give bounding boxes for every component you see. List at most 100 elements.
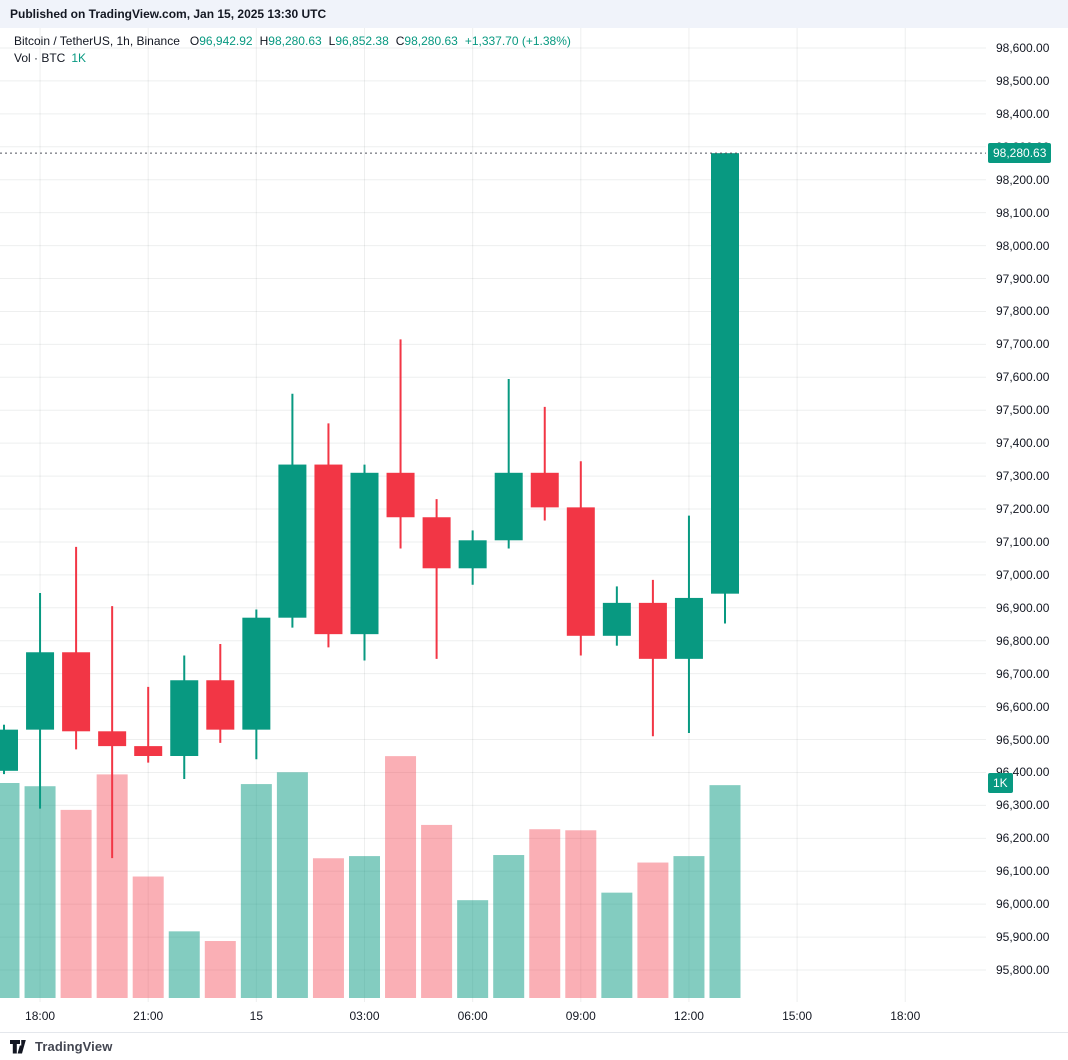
candle-body xyxy=(602,602,631,636)
symbol-title: Bitcoin / TetherUS, 1h, Binance xyxy=(14,34,180,48)
price-tick-label: 98,000.00 xyxy=(996,238,1050,253)
price-tick-label: 97,500.00 xyxy=(996,403,1050,418)
time-tick-label: 12:00 xyxy=(673,1009,704,1023)
price-tick-label: 98,400.00 xyxy=(996,106,1050,121)
price-tick-label: 97,600.00 xyxy=(996,370,1050,385)
volume-bar xyxy=(240,784,272,998)
time-tick-label: 03:00 xyxy=(349,1009,380,1023)
close-label: C xyxy=(395,34,405,48)
candle-body xyxy=(494,472,523,541)
volume-bar xyxy=(601,892,633,998)
price-tick-label: 97,200.00 xyxy=(996,502,1050,517)
price-axis[interactable]: 98,280.63 1K 98,600.00 98,500.00 98,400.00… xyxy=(986,28,1068,1002)
candle-body xyxy=(314,464,343,635)
volume-bar xyxy=(312,858,344,998)
high-label: H xyxy=(259,34,269,48)
low-label: L xyxy=(328,34,336,48)
price-tick-label: 96,100.00 xyxy=(996,864,1050,879)
chart-area[interactable] xyxy=(0,28,986,1002)
time-tick-label: 15 xyxy=(249,1009,264,1023)
tradingview-logo[interactable]: TradingView xyxy=(10,1039,112,1054)
price-tick-label: 96,500.00 xyxy=(996,732,1050,747)
price-tick-label: 96,300.00 xyxy=(996,798,1050,813)
candle-body xyxy=(422,517,451,569)
volume-bar xyxy=(529,829,561,998)
candle-body xyxy=(566,507,595,636)
candle-body xyxy=(674,597,703,659)
last-price-chip: 98,280.63 xyxy=(988,143,1052,164)
volume-bar xyxy=(24,786,56,998)
legend-symbol-row: Bitcoin / TetherUS, 1h, Binance O96,942.9… xyxy=(14,33,571,50)
chart-legend: Bitcoin / TetherUS, 1h, Binance O96,942.9… xyxy=(14,33,571,67)
volume-bar xyxy=(60,809,92,998)
price-tick-label: 97,700.00 xyxy=(996,337,1050,352)
price-tick-label: 96,900.00 xyxy=(996,600,1050,615)
candle-body xyxy=(242,617,271,730)
volume-bar xyxy=(709,785,741,998)
volume-bar xyxy=(349,856,380,998)
volume-bar xyxy=(204,941,236,998)
price-tick-label: 96,700.00 xyxy=(996,666,1050,681)
time-tick-label: 18:00 xyxy=(25,1009,56,1023)
high-value: 98,280.63 xyxy=(268,34,322,48)
price-tick-label: 96,000.00 xyxy=(996,897,1050,912)
close-value: 98,280.63 xyxy=(404,34,458,48)
published-text: Published on TradingView.com, Jan 15, 20… xyxy=(10,7,327,21)
candle-body xyxy=(530,472,559,508)
volume-scale-chip: 1K xyxy=(988,773,1013,793)
price-tick-label: 97,800.00 xyxy=(996,304,1050,319)
candle-body xyxy=(711,153,739,594)
price-tick-label: 96,200.00 xyxy=(996,831,1050,846)
price-tick-label: 97,100.00 xyxy=(996,534,1050,549)
price-tick-label: 98,100.00 xyxy=(996,205,1050,220)
candle-body xyxy=(62,652,91,732)
price-tick-label: 97,300.00 xyxy=(996,469,1050,484)
open-value: 96,942.92 xyxy=(199,34,253,48)
published-bar: Published on TradingView.com, Jan 15, 20… xyxy=(0,0,1068,28)
price-tick-label: 97,400.00 xyxy=(996,436,1050,451)
candle-body xyxy=(134,746,163,756)
volume-bar xyxy=(0,783,20,998)
candle-body xyxy=(350,472,379,635)
candle-body xyxy=(386,472,415,518)
price-tick-label: 95,900.00 xyxy=(996,930,1050,945)
footer-brand: TradingView xyxy=(35,1039,113,1054)
candle-body xyxy=(26,652,55,730)
change-value: +1,337.70 (+1.38%) xyxy=(464,34,571,48)
candle-body xyxy=(638,602,667,659)
price-tick-label: 95,800.00 xyxy=(996,963,1050,978)
candle-body xyxy=(170,680,199,756)
open-label: O xyxy=(189,34,200,48)
candle-body xyxy=(458,540,487,569)
legend-volume-row: Vol · BTC 1K xyxy=(14,50,571,67)
volume-label: Vol · BTC xyxy=(14,51,66,65)
volume-bar xyxy=(276,772,308,998)
time-tick-label: 18:00 xyxy=(890,1009,921,1023)
candle-body xyxy=(278,464,307,618)
price-tick-label: 98,200.00 xyxy=(996,172,1050,187)
price-tick-label: 97,000.00 xyxy=(996,567,1050,582)
chart-canvas[interactable] xyxy=(0,28,986,1002)
tradingview-logo-icon xyxy=(10,1039,26,1053)
time-tick-label: 15:00 xyxy=(782,1009,813,1023)
volume-value: 1K xyxy=(71,51,87,65)
time-tick-label: 09:00 xyxy=(565,1009,596,1023)
volume-bar xyxy=(637,862,669,998)
volume-bar xyxy=(132,876,164,998)
footer: TradingView xyxy=(0,1033,1068,1060)
volume-bar xyxy=(565,830,597,998)
volume-bar xyxy=(457,900,489,998)
price-tick-label: 97,900.00 xyxy=(996,271,1050,286)
volume-bar xyxy=(493,855,525,998)
volume-bar xyxy=(168,931,200,998)
price-tick-label: 98,500.00 xyxy=(996,73,1050,88)
time-axis[interactable]: 18:00 21:00 15 03:00 06:00 09:00 12:00 15:00 18:… xyxy=(0,1002,1068,1033)
low-value: 96,852.38 xyxy=(335,34,389,48)
time-tick-label: 21:00 xyxy=(133,1009,164,1023)
candle-body xyxy=(206,680,235,730)
volume-bar xyxy=(385,756,417,998)
candle-body xyxy=(0,729,18,771)
price-tick-label: 98,600.00 xyxy=(996,41,1050,55)
price-tick-label: 96,600.00 xyxy=(996,699,1050,714)
